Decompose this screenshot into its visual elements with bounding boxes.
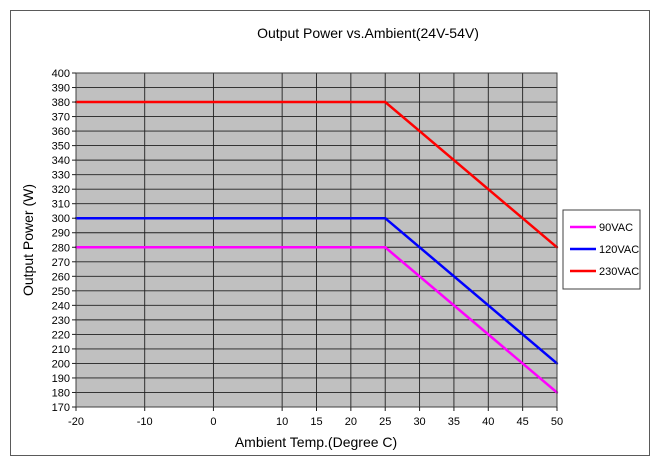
x-tick-label: 35 <box>448 416 460 428</box>
y-tick-label: 400 <box>52 68 70 80</box>
y-tick-label: 240 <box>52 300 70 312</box>
y-tick-label: 390 <box>52 83 70 95</box>
y-tick-label: 330 <box>52 170 70 182</box>
x-tick-label: 15 <box>310 416 322 428</box>
y-tick-label: 300 <box>52 213 70 225</box>
y-axis-title: Output Power (W) <box>20 184 36 296</box>
y-tick-label: 290 <box>52 228 70 240</box>
y-tick-label: 360 <box>52 126 70 138</box>
x-tick-label: 40 <box>482 416 494 428</box>
x-tick-label: 45 <box>517 416 529 428</box>
data-point-90vac <box>384 246 387 249</box>
legend-label-120vac: 120VAC <box>599 244 639 256</box>
chart-frame: Output Power vs.Ambient(24V-54V) 170 180 1… <box>10 10 650 456</box>
y-tick-label: 310 <box>52 199 70 211</box>
chart-title: Output Power vs.Ambient(24V-54V) <box>257 25 479 41</box>
y-tick-label: 220 <box>52 329 70 341</box>
legend-label-230vac: 230VAC <box>599 266 639 278</box>
y-tick-label: 370 <box>52 112 70 124</box>
x-tick-label: 20 <box>345 416 357 428</box>
y-tick-label: 180 <box>52 387 70 399</box>
y-tick-label: 270 <box>52 257 70 269</box>
x-tick-label: 10 <box>276 416 288 428</box>
y-tick-label: 280 <box>52 242 70 254</box>
data-point-230vac <box>384 100 387 104</box>
y-tick-label: 230 <box>52 315 70 327</box>
y-tick-label: 200 <box>52 358 70 370</box>
y-tick-label: 350 <box>52 141 70 153</box>
y-tick-label: 190 <box>52 373 70 385</box>
data-point-120vac <box>384 217 387 220</box>
x-axis-title: Ambient Temp.(Degree C) <box>235 434 397 450</box>
y-tick-label: 340 <box>52 155 70 167</box>
y-axis-ticks: 170 180 190 200 210 220 230 240 250 260 270 280 290 3… <box>52 68 76 414</box>
x-tick-label: 0 <box>210 416 216 428</box>
x-axis-ticks: -20 -10 0 10 15 20 25 30 35 40 45 50 <box>68 407 563 428</box>
legend-items: 90VAC 120VAC 230VAC <box>570 222 639 278</box>
y-tick-label: 260 <box>52 271 70 283</box>
y-tick-label: 170 <box>52 402 70 414</box>
legend: 90VAC 120VAC 230VAC <box>562 209 641 290</box>
x-tick-label: 30 <box>413 416 425 428</box>
y-tick-label: 320 <box>52 184 70 196</box>
chart-canvas: Output Power vs.Ambient(24V-54V) 1701801… <box>20 25 641 450</box>
legend-label-90vac: 90VAC <box>599 222 633 234</box>
x-tick-label: 25 <box>379 416 391 428</box>
y-tick-label: 210 <box>52 344 70 356</box>
y-tick-label: 380 <box>52 97 70 109</box>
x-tick-label: -10 <box>137 416 153 428</box>
x-tick-label: -20 <box>68 416 84 428</box>
x-tick-label: 50 <box>551 416 563 428</box>
y-tick-label: 250 <box>52 286 70 298</box>
series-lines <box>74 100 559 394</box>
